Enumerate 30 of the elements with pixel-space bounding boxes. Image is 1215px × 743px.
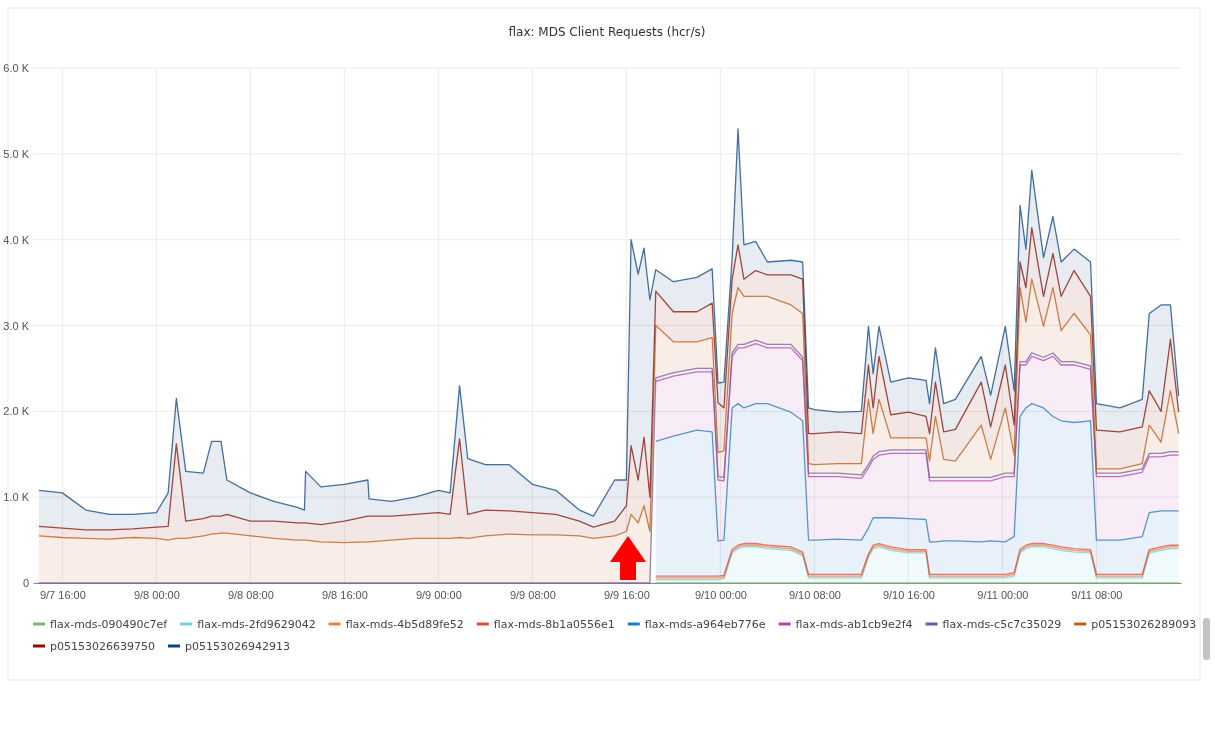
x-tick-label: 9/9 16:00 [603,588,650,601]
y-tick-label: 0 [22,577,29,590]
x-tick-label: 9/7 16:00 [39,588,86,601]
x-tick-label: 9/8 00:00 [133,588,180,601]
y-tick-label: 1.0 K [3,491,30,504]
x-tick-label: 9/10 16:00 [882,588,935,601]
legend-label: flax-mds-8b1a0556e1 [493,618,615,631]
legend-label: flax-mds-c5c7c35029 [942,618,1062,631]
x-tick-label: 9/9 00:00 [415,588,462,601]
x-tick-label: 9/8 08:00 [227,588,274,601]
x-tick-label: 9/9 08:00 [509,588,556,601]
legend-label: p05153026942913 [184,640,290,653]
legend-label: p05153026289093 [1091,618,1197,631]
legend-label: flax-mds-4b5d89fe52 [345,618,464,631]
x-tick-label: 9/10 00:00 [694,588,747,601]
legend-label: flax-mds-ab1cb9e2f4 [795,618,913,631]
legend-label: flax-mds-090490c7ef [50,618,169,631]
y-tick-label: 4.0 K [3,233,30,246]
legend-label: flax-mds-a964eb776e [644,618,766,631]
x-tick-label: 9/11 08:00 [1071,588,1123,601]
y-tick-label: 2.0 K [3,405,30,418]
chart-title: flax: MDS Client Requests (hcr/s) [508,25,706,39]
legend-label: flax-mds-2fd9629042 [197,618,316,631]
y-tick-label: 6.0 K [3,62,30,75]
y-tick-label: 5.0 K [3,147,30,160]
x-tick-label: 9/11 00:00 [977,588,1029,601]
x-tick-label: 9/10 08:00 [788,588,841,601]
y-tick-label: 3.0 K [3,319,30,332]
legend-label: p05153026639750 [50,640,155,653]
x-tick-label: 9/8 16:00 [321,588,368,601]
